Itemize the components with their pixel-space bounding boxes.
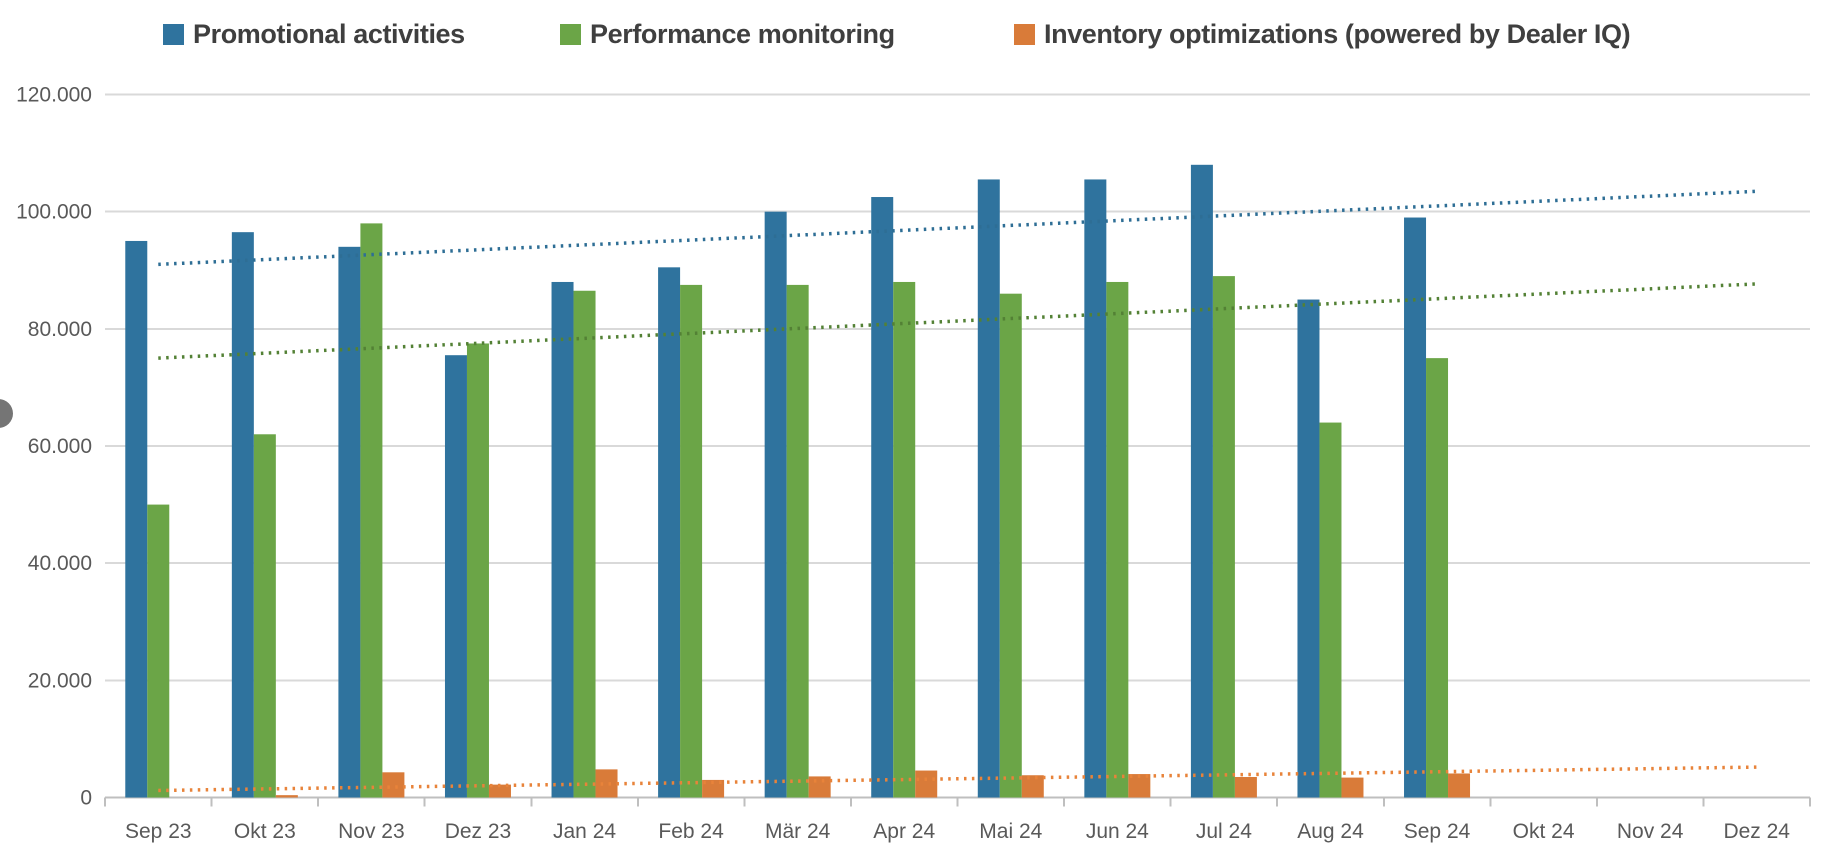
bar-promotional-sep-24 [1404,217,1427,798]
bar-promotional-sep-23 [125,240,148,798]
bar-inventory-apr-24 [915,770,938,798]
bar-performance-mär-24 [786,284,809,798]
x-axis-tick-label: Jul 24 [1196,820,1252,843]
bar-inventory-nov-23 [382,772,405,798]
bar-inventory-jul-24 [1234,776,1257,798]
x-axis-tick-label: Dez 24 [1723,820,1790,843]
bar-inventory-mär-24 [808,776,831,798]
y-axis-tick-label: 100.000 [16,201,92,224]
bar-performance-okt-23 [253,434,276,798]
bar-promotional-mai-24 [977,179,1000,798]
trendline-promotional [158,189,1761,267]
bar-inventory-sep-24 [1448,773,1471,798]
bar-promotional-nov-23 [338,246,361,798]
bar-performance-sep-23 [147,504,170,798]
bar-inventory-jan-24 [595,769,618,798]
x-axis-tick-label: Jan 24 [553,820,616,843]
y-axis-title-fragment [0,399,13,428]
bar-performance-jul-24 [1212,276,1235,798]
x-axis-tick-label: Jun 24 [1086,820,1149,843]
y-axis-tick-label: 20.000 [28,669,92,692]
bar-performance-dez-23 [466,343,489,798]
bar-performance-jan-24 [573,290,596,798]
bar-performance-aug-24 [1319,422,1342,798]
x-axis-tick-label: Apr 24 [873,820,935,843]
bar-inventory-dez-23 [488,784,511,798]
bar-promotional-okt-23 [231,232,254,798]
bar-promotional-mär-24 [764,211,787,798]
bar-promotional-jan-24 [551,281,574,798]
legend-item-performance-monitoring: Performance monitoring [560,18,895,50]
bar-performance-nov-23 [360,223,383,798]
bar-promotional-apr-24 [871,197,894,798]
legend-label-performance: Performance monitoring [590,19,895,49]
bar-promotional-feb-24 [658,267,681,798]
x-axis-tick-label: Aug 24 [1297,820,1364,843]
x-axis-tick-label: Feb 24 [658,820,724,843]
y-axis-tick-label: 120.000 [16,84,92,107]
bar-inventory-aug-24 [1341,777,1364,798]
bar-promotional-jul-24 [1190,164,1213,798]
legend-item-promotional-activities: Promotional activities [163,18,465,50]
bar-performance-apr-24 [893,281,916,798]
bar-promotional-dez-23 [444,355,467,798]
y-axis-tick-label: 60.000 [28,435,92,458]
legend-label-inventory: Inventory optimizations (powered by Deal… [1044,19,1631,49]
bar-inventory-feb-24 [702,779,725,798]
chart-legend: Promotional activities Performance monit… [0,0,1846,60]
legend-swatch-performance-icon [560,23,581,45]
x-axis-tick-label: Sep 23 [125,820,192,843]
x-axis-tick-label: Sep 24 [1404,820,1471,843]
bar-inventory-okt-23 [275,795,298,798]
x-axis-tick-label: Nov 24 [1617,820,1684,843]
y-axis-tick-label: 80.000 [28,318,92,341]
legend-swatch-inventory-icon [1014,23,1035,45]
bar-performance-feb-24 [680,284,703,798]
x-axis-tick-label: Mai 24 [979,820,1042,843]
trendline-performance [158,281,1761,360]
x-axis-tick-label: Dez 23 [445,820,512,843]
y-axis-tick-label: 40.000 [28,552,92,575]
bar-inventory-mai-24 [1021,775,1044,798]
x-axis-tick-label: Okt 23 [234,820,296,843]
bar-performance-mai-24 [999,293,1022,798]
legend-label-promotional: Promotional activities [193,19,465,49]
bar-promotional-jun-24 [1084,179,1107,798]
bar-promotional-aug-24 [1297,299,1320,798]
y-axis-tick-label: 0 [80,787,92,810]
bar-performance-sep-24 [1426,358,1449,798]
x-axis-tick-label: Mär 24 [765,820,831,843]
legend-item-inventory-optimizations: Inventory optimizations (powered by Deal… [1014,18,1631,50]
bar-inventory-jun-24 [1128,774,1151,798]
legend-swatch-promotional-icon [163,23,184,45]
bar-performance-jun-24 [1106,281,1129,798]
x-axis-tick-label: Okt 24 [1513,820,1575,843]
x-axis-tick-label: Nov 23 [338,820,405,843]
